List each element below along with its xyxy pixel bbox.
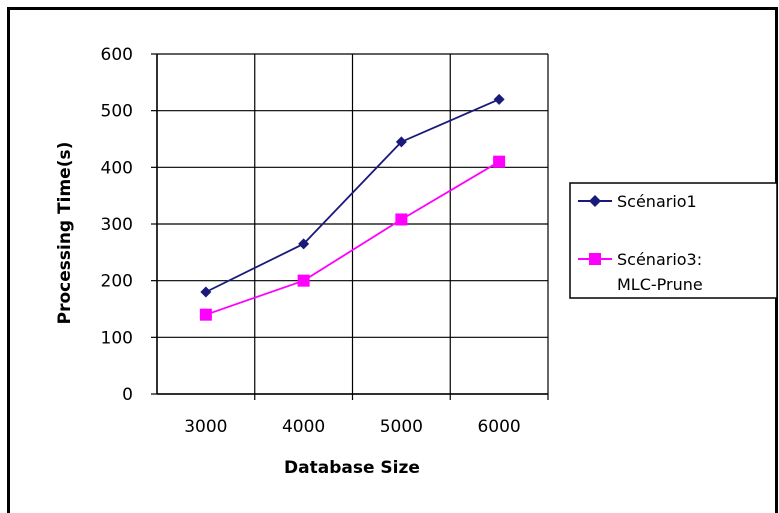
series-layer	[199, 93, 506, 321]
data-point-s2-6000	[493, 155, 506, 168]
x-tick-label-5000: 5000	[380, 417, 423, 437]
x-axis-title: Database Size	[284, 458, 420, 478]
y-tick-label-0: 0	[122, 385, 133, 405]
y-tick-label-100: 100	[101, 328, 133, 348]
legend-marker-scenario1	[589, 195, 601, 207]
y-tick-labels: 0 100 200 300 400 500 600	[101, 45, 133, 405]
y-tick-label-200: 200	[101, 272, 133, 292]
legend-label-scenario3-line2: MLC-Prune	[617, 275, 703, 294]
x-tick-label-6000: 6000	[477, 417, 520, 437]
data-point-s2-4000	[297, 274, 310, 287]
legend: Scénario1 Scénario3: MLC-Prune	[569, 182, 778, 299]
y-tick-label-300: 300	[101, 215, 133, 235]
y-tick-label-500: 500	[101, 102, 133, 122]
x-tick-label-3000: 3000	[184, 417, 227, 437]
x-tick-labels: 3000 4000 5000 6000	[184, 417, 521, 437]
y-tick-label-400: 400	[101, 158, 133, 178]
y-axis-title: Processing Time(s)	[55, 142, 75, 325]
series-line-1	[205, 98, 500, 293]
data-point-s1-5000	[395, 136, 407, 148]
grid-lines	[151, 53, 549, 400]
data-point-s2-3000	[199, 308, 212, 321]
y-tick-label-600: 600	[101, 45, 133, 65]
data-point-s1-4000	[298, 238, 310, 250]
series-line-2	[205, 160, 500, 316]
legend-label-scenario3-line1: Scénario3:	[617, 250, 702, 269]
data-point-s1-3000	[200, 286, 212, 298]
legend-box	[569, 182, 778, 299]
legend-label-scenario1: Scénario1	[617, 192, 697, 211]
x-tick-label-4000: 4000	[282, 417, 325, 437]
legend-marker-scenario3	[589, 253, 601, 265]
data-point-s1-6000	[493, 93, 505, 105]
data-point-s2-5000	[395, 213, 408, 226]
